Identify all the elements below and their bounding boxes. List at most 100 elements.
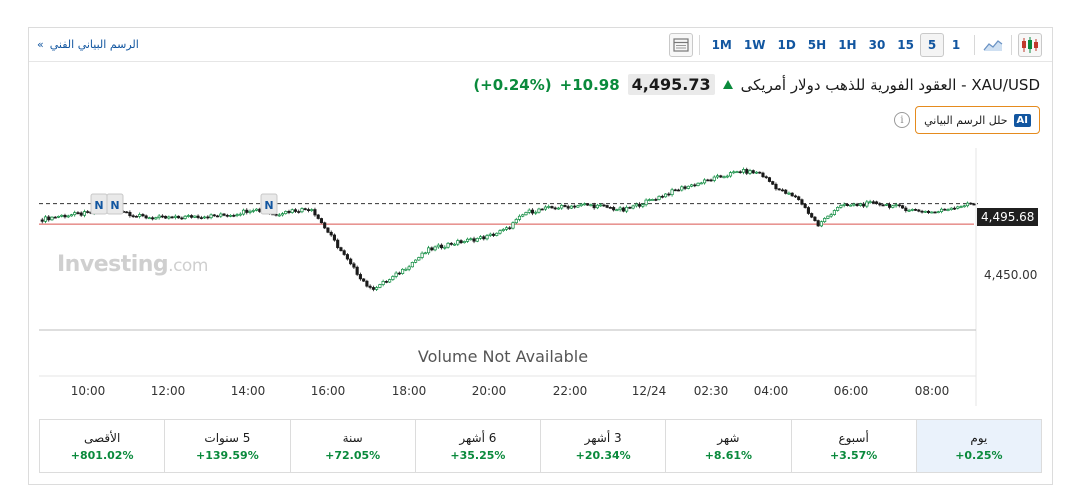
candle-body xyxy=(381,281,385,285)
candle-body xyxy=(579,203,583,207)
table-view-icon[interactable] xyxy=(668,33,693,57)
candle-body xyxy=(683,186,687,189)
candle-body xyxy=(131,215,135,218)
toolbar-divider xyxy=(1011,35,1012,55)
candle-body xyxy=(391,276,395,280)
performance-period: 6 أشهر xyxy=(459,430,497,445)
last-price-label: 4,495.68 xyxy=(977,208,1039,226)
candle-body xyxy=(482,236,486,240)
interval-1H[interactable]: 1H xyxy=(838,38,857,52)
candle-body xyxy=(203,216,207,219)
x-tick-label: 22:00 xyxy=(553,384,588,398)
candle-body xyxy=(368,285,372,288)
candle-body xyxy=(569,205,573,209)
performance-cell[interactable]: أسبوع +3.57% xyxy=(790,420,916,472)
candle-body xyxy=(891,205,895,208)
interval-1[interactable]: 1 xyxy=(951,38,961,52)
candle-body xyxy=(313,209,317,216)
toolbar-divider xyxy=(698,35,700,55)
ai-analyze-button[interactable]: AI حلل الرسم البياني xyxy=(915,106,1040,134)
candle-body xyxy=(699,182,703,185)
candle-body xyxy=(670,189,674,196)
candle-body xyxy=(758,171,762,174)
candle-body xyxy=(50,216,54,221)
candle-body xyxy=(832,210,836,215)
candle-body xyxy=(329,231,333,236)
candle-body xyxy=(219,213,223,217)
candle-body xyxy=(284,211,288,215)
candle-body xyxy=(748,170,752,174)
double-chevron-icon: » xyxy=(37,38,44,51)
candle-body xyxy=(771,181,775,185)
candle-body xyxy=(303,208,307,210)
candle-body xyxy=(397,272,401,275)
candle-body xyxy=(222,213,226,216)
candle-body xyxy=(962,205,966,208)
candle-body xyxy=(638,203,642,207)
candle-body xyxy=(693,184,697,187)
candle-body xyxy=(394,272,398,277)
candle-body xyxy=(933,211,937,214)
candle-body xyxy=(965,202,970,207)
performance-cell[interactable]: 3 أشهر +20.34% xyxy=(540,420,665,472)
candle-body xyxy=(154,217,158,220)
candle-body xyxy=(715,175,720,178)
candle-body xyxy=(806,207,810,214)
candle-body xyxy=(780,189,785,192)
performance-cell[interactable]: الأقصى +801.02% xyxy=(40,420,164,472)
candle-body xyxy=(810,213,814,218)
candle-body xyxy=(816,220,820,227)
performance-cell[interactable]: يوم +0.25% xyxy=(915,420,1041,472)
candle-body xyxy=(462,241,466,244)
ai-analyze-label: حلل الرسم البياني xyxy=(924,113,1008,127)
price-chart[interactable]: Investing.com N N N 10:00 12:00 14:00 16:00 18:… xyxy=(29,148,1054,408)
x-tick-label: 20:00 xyxy=(472,384,507,398)
interval-1W[interactable]: 1W xyxy=(743,38,766,52)
candle-body xyxy=(228,214,233,217)
candle-body xyxy=(375,287,379,290)
performance-cell[interactable]: 5 سنوات +139.59% xyxy=(164,420,289,472)
candle-body xyxy=(709,179,713,182)
candle-body xyxy=(897,204,901,207)
interval-1M[interactable]: 1M xyxy=(711,38,732,52)
candle-body xyxy=(686,185,690,189)
performance-cell[interactable]: شهر +8.61% xyxy=(665,420,790,472)
candle-body xyxy=(157,215,161,219)
candle-body xyxy=(930,211,934,214)
candle-body xyxy=(595,204,599,209)
interval-5[interactable]: 5 xyxy=(920,33,944,57)
x-tick-label: 08:00 xyxy=(915,384,950,398)
technical-chart-link[interactable]: الرسم البياني الفني » xyxy=(37,38,139,51)
candle-body xyxy=(842,203,846,206)
interval-5H[interactable]: 5H xyxy=(807,38,827,52)
candle-body xyxy=(216,215,220,218)
candle-body xyxy=(469,238,473,241)
candle-body xyxy=(141,214,145,217)
performance-value: +3.57% xyxy=(829,448,878,462)
performance-period: شهر xyxy=(717,430,740,445)
candle-body xyxy=(774,183,778,190)
candle-body xyxy=(754,171,759,174)
candle-body xyxy=(446,242,450,248)
performance-value: +139.59% xyxy=(196,448,259,462)
candle-body xyxy=(732,171,736,174)
candlestick-icon[interactable] xyxy=(1018,33,1042,57)
interval-15[interactable]: 15 xyxy=(897,38,914,52)
area-chart-icon[interactable] xyxy=(981,33,1005,57)
technical-chart-link-label: الرسم البياني الفني xyxy=(49,38,139,51)
chart-card: الرسم البياني الفني » 1M 1W 1D 5H 1H 30 … xyxy=(28,27,1053,485)
interval-30[interactable]: 30 xyxy=(868,38,886,52)
interval-1D[interactable]: 1D xyxy=(777,38,796,52)
performance-cell[interactable]: سنة +72.05% xyxy=(289,420,415,472)
candle-body xyxy=(453,243,457,246)
info-icon[interactable]: i xyxy=(894,112,910,128)
candle-body xyxy=(465,238,470,242)
performance-cell[interactable]: 6 أشهر +35.25% xyxy=(414,420,540,472)
candle-body xyxy=(436,244,440,248)
candle-body xyxy=(745,169,749,174)
candle-body xyxy=(660,195,664,198)
candle-body xyxy=(56,215,61,218)
candle-body xyxy=(199,217,203,219)
candle-body xyxy=(53,216,57,219)
candle-body xyxy=(297,211,301,213)
